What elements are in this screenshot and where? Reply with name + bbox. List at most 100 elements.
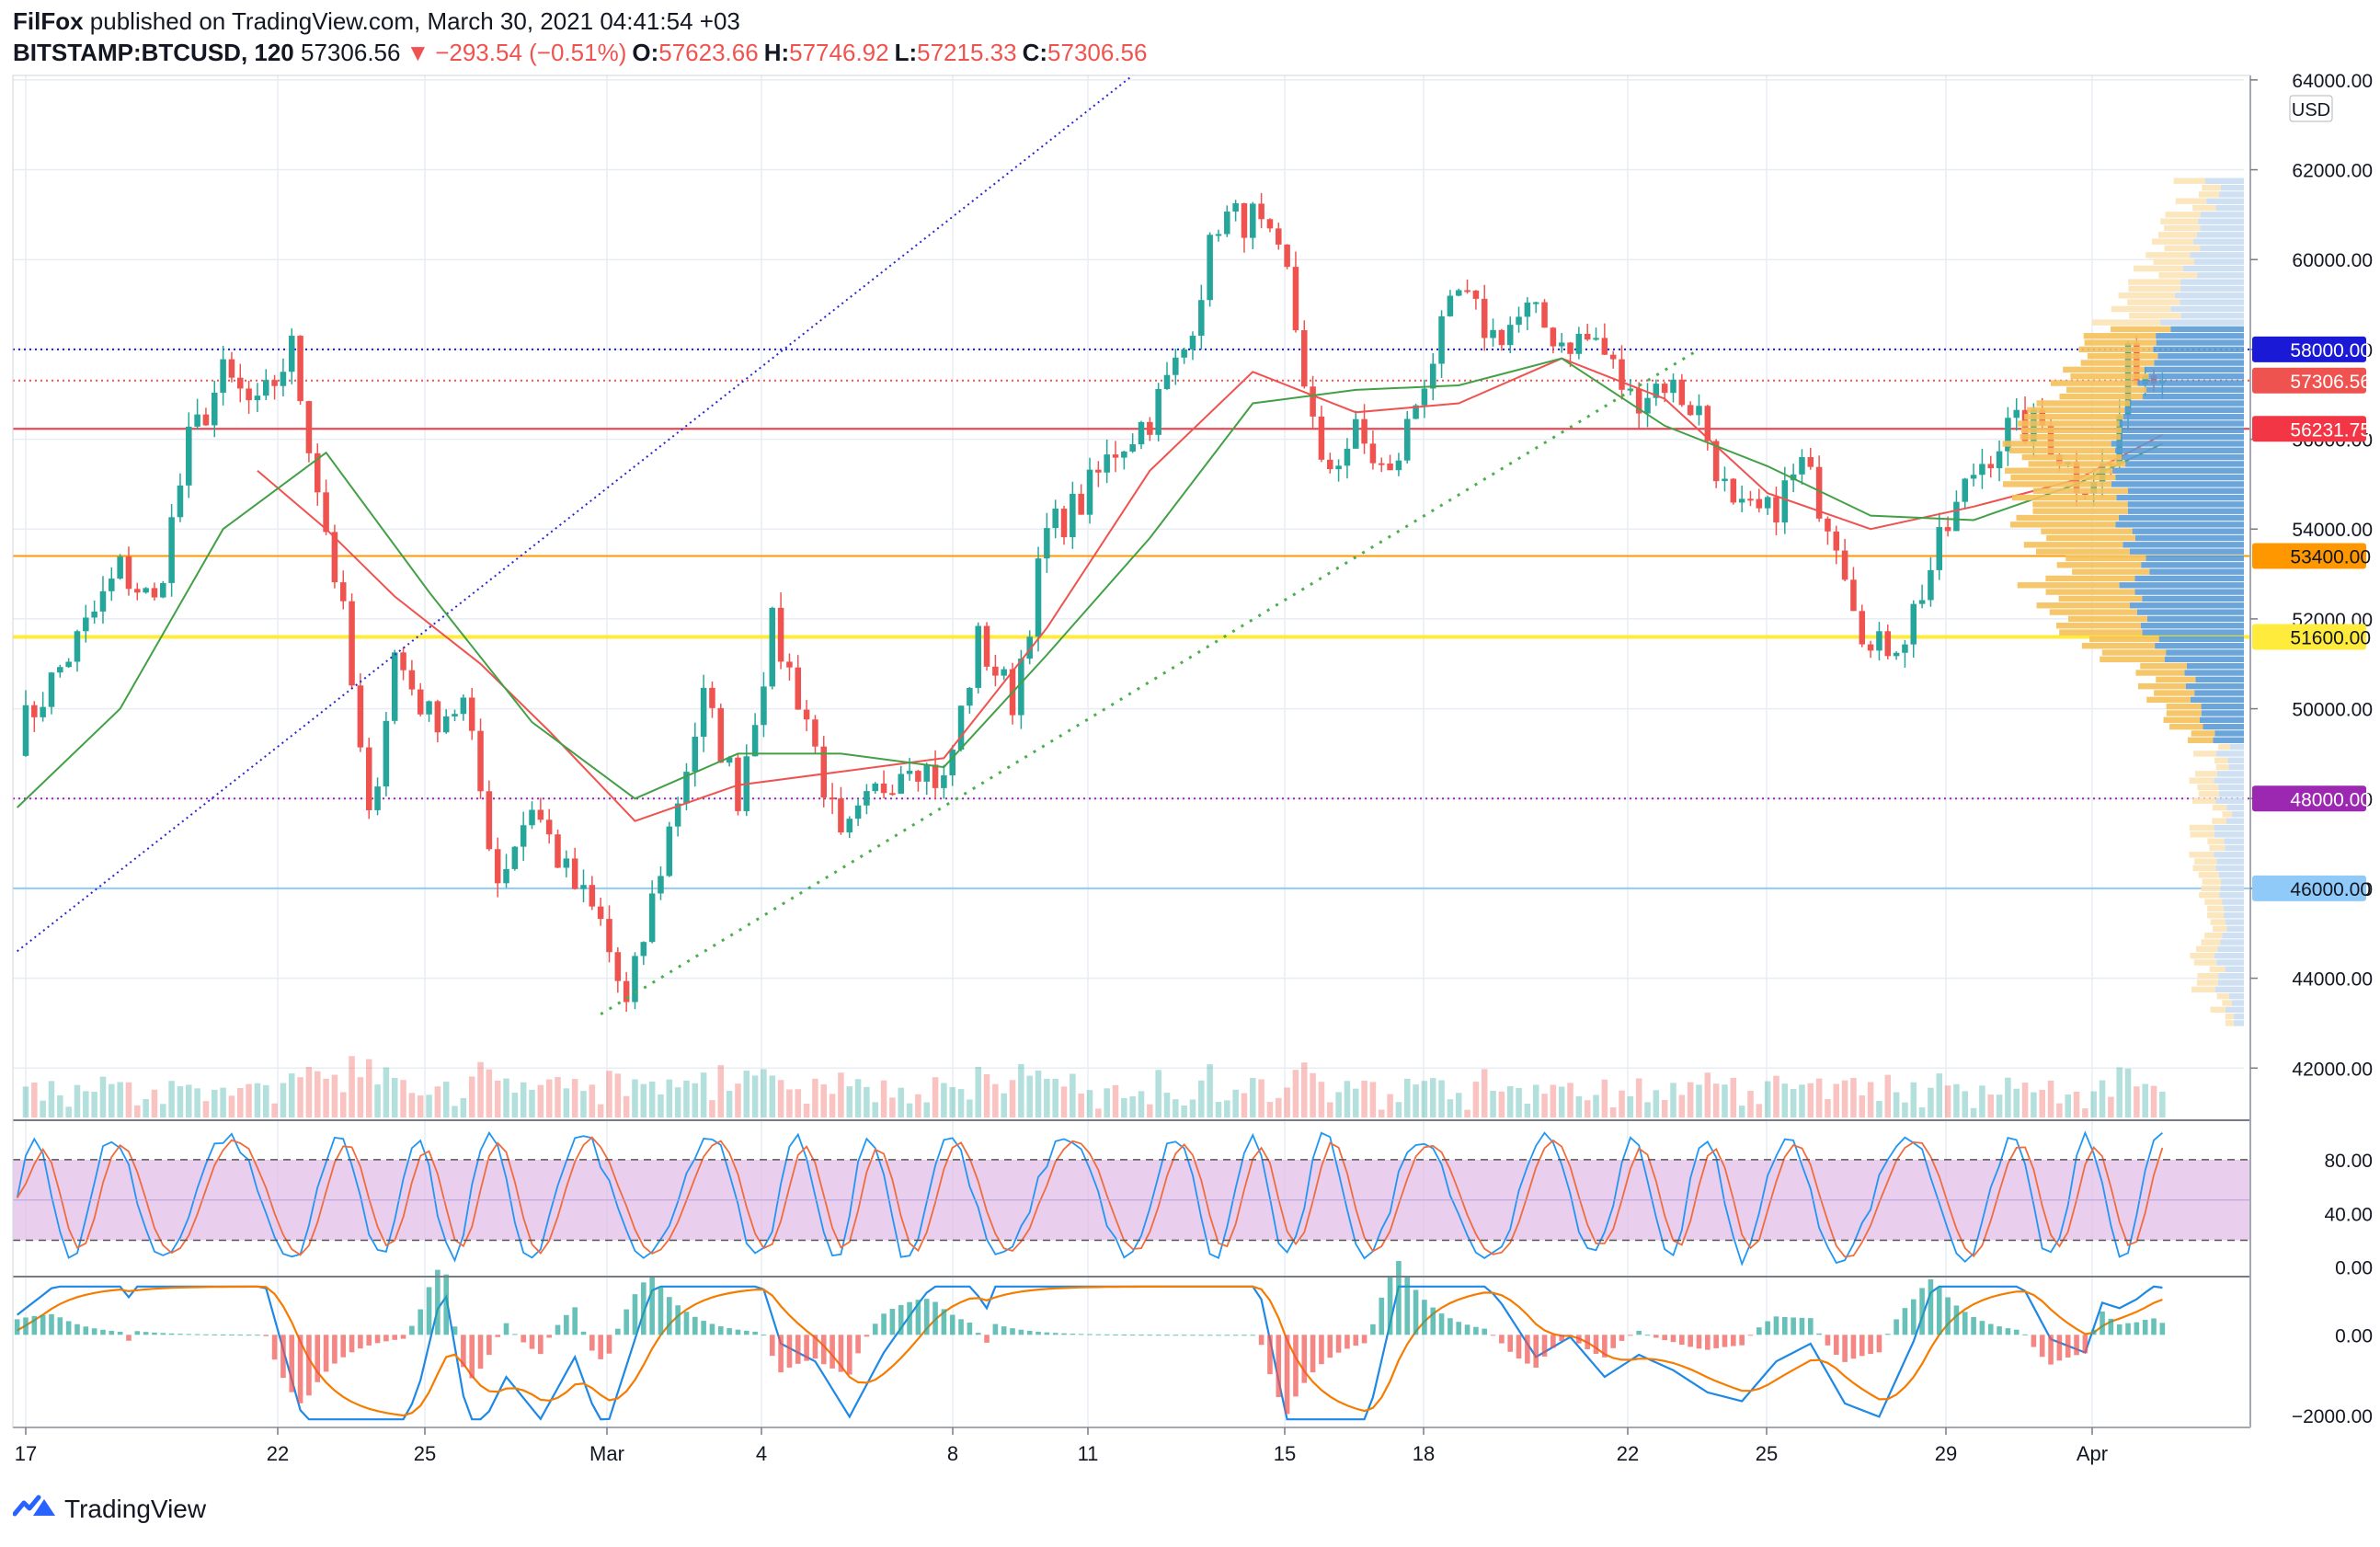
- volume-profile-bar: [2233, 1013, 2244, 1020]
- macd-histogram-bar: [735, 1329, 741, 1335]
- volume-profile-bar: [2154, 690, 2195, 696]
- trend-line: [600, 348, 1700, 1015]
- macd-histogram-bar: [1464, 1324, 1470, 1335]
- volume-profile-bar: [2142, 629, 2244, 636]
- volume-profile-bar: [2045, 589, 2135, 595]
- candle-body: [1918, 600, 1926, 604]
- macd-histogram-bar: [1884, 1334, 1891, 1335]
- macd-histogram-bar: [168, 1333, 175, 1335]
- candle-body: [846, 819, 853, 833]
- volume-bar: [1790, 1088, 1797, 1117]
- macd-histogram-bar: [752, 1331, 758, 1335]
- candle-body: [1756, 498, 1763, 509]
- macd-histogram-bar: [1816, 1333, 1822, 1335]
- volume-bar: [74, 1084, 81, 1117]
- volume-bar: [1661, 1099, 1668, 1117]
- volume-bar: [658, 1094, 664, 1117]
- volume-bar: [1224, 1100, 1230, 1117]
- volume-profile-bar: [2191, 986, 2215, 993]
- macd-histogram-bar: [1550, 1335, 1556, 1348]
- macd-histogram-bar: [443, 1274, 450, 1335]
- volume-bar: [1756, 1104, 1763, 1117]
- volume-bar: [503, 1078, 509, 1117]
- publisher-name[interactable]: FilFox: [13, 7, 84, 35]
- volume-bar: [1764, 1081, 1771, 1117]
- macd-histogram-bar: [743, 1330, 749, 1335]
- macd-histogram-bar: [1396, 1261, 1402, 1335]
- candle-body: [589, 885, 596, 907]
- volume-bar: [1506, 1085, 1514, 1117]
- candle-body: [700, 687, 707, 738]
- candle-body: [1841, 550, 1848, 580]
- volume-profile-bar: [2212, 818, 2226, 824]
- volume-profile-bar: [2101, 649, 2167, 656]
- open-value: 57623.66: [658, 39, 759, 66]
- volume-profile-bar: [2207, 912, 2225, 919]
- macd-histogram-bar: [2065, 1335, 2071, 1358]
- macd-histogram-bar: [1807, 1318, 1814, 1335]
- candle-body: [151, 588, 158, 598]
- candle-body: [1516, 316, 1522, 326]
- volume-bar: [606, 1071, 612, 1117]
- macd-histogram-bar: [1018, 1329, 1024, 1335]
- volume-profile-bar: [2165, 212, 2201, 218]
- candle-body: [1609, 354, 1617, 360]
- macd-histogram-bar: [769, 1335, 775, 1357]
- volume-bar: [1018, 1063, 1024, 1117]
- candle-body: [1876, 631, 1882, 651]
- volume-profile-bar: [2214, 777, 2244, 784]
- candle-body: [228, 359, 235, 378]
- macd-histogram-bar: [907, 1301, 912, 1335]
- tradingview-brand[interactable]: TradingView: [12, 1492, 206, 1526]
- volume-profile-bar: [2215, 763, 2229, 771]
- macd-histogram-bar: [1044, 1332, 1050, 1335]
- macd-histogram-bar: [872, 1324, 878, 1335]
- macd-histogram-bar: [2056, 1335, 2063, 1361]
- candle-body: [889, 793, 896, 796]
- candle-body: [1970, 475, 1977, 479]
- volume-bar: [202, 1101, 210, 1117]
- volume-profile-bar: [2214, 757, 2228, 763]
- date-tick-label: 29: [1935, 1442, 1957, 1465]
- candle-body: [854, 805, 862, 819]
- volume-bar: [452, 1106, 458, 1117]
- candle-body: [1429, 363, 1436, 389]
- candle-body: [1086, 469, 1093, 515]
- volume-bar: [1378, 1109, 1385, 1117]
- volume-bar: [1532, 1084, 1539, 1117]
- candle-body: [194, 414, 200, 427]
- volume-bar: [1722, 1084, 1728, 1117]
- macd-histogram-bar: [2048, 1335, 2054, 1365]
- macd-histogram-bar: [1344, 1335, 1350, 1349]
- macd-histogram-bar: [1036, 1331, 1041, 1335]
- volume-profile-bar: [2175, 198, 2207, 204]
- macd-histogram-bar: [1945, 1297, 1951, 1335]
- volume-profile-bar: [2201, 703, 2244, 710]
- candle-body: [1712, 441, 1720, 482]
- volume-profile-bar: [2142, 393, 2244, 400]
- open-label: O:: [632, 39, 659, 66]
- candle-body: [520, 825, 527, 847]
- volume-bar: [2013, 1088, 2020, 1117]
- moving-average-red: [257, 357, 2163, 822]
- macd-histogram-bar: [1894, 1319, 1899, 1335]
- candle-body: [1258, 203, 1264, 220]
- symbol-label[interactable]: BITSTAMP:BTCUSD, 120: [13, 39, 294, 66]
- volume-profile-bar: [2200, 212, 2244, 218]
- volume-profile-bar: [2209, 844, 2226, 852]
- candle-body: [1352, 418, 1359, 449]
- volume-bar: [1104, 1088, 1110, 1117]
- volume-profile-bar: [2217, 980, 2244, 986]
- macd-histogram-bar: [641, 1282, 646, 1335]
- price-tick-label: 44000.00: [2292, 969, 2373, 991]
- volume-profile-bar: [2129, 400, 2244, 407]
- macd-histogram-bar: [400, 1335, 406, 1339]
- volume-bar: [1653, 1090, 1660, 1117]
- volume-profile-bar: [2119, 582, 2244, 589]
- candle-body: [99, 590, 107, 612]
- volume-profile-bar: [2220, 885, 2244, 892]
- candle-body: [2047, 425, 2054, 455]
- macd-histogram-bar: [1670, 1335, 1676, 1343]
- candle-body: [1292, 267, 1299, 331]
